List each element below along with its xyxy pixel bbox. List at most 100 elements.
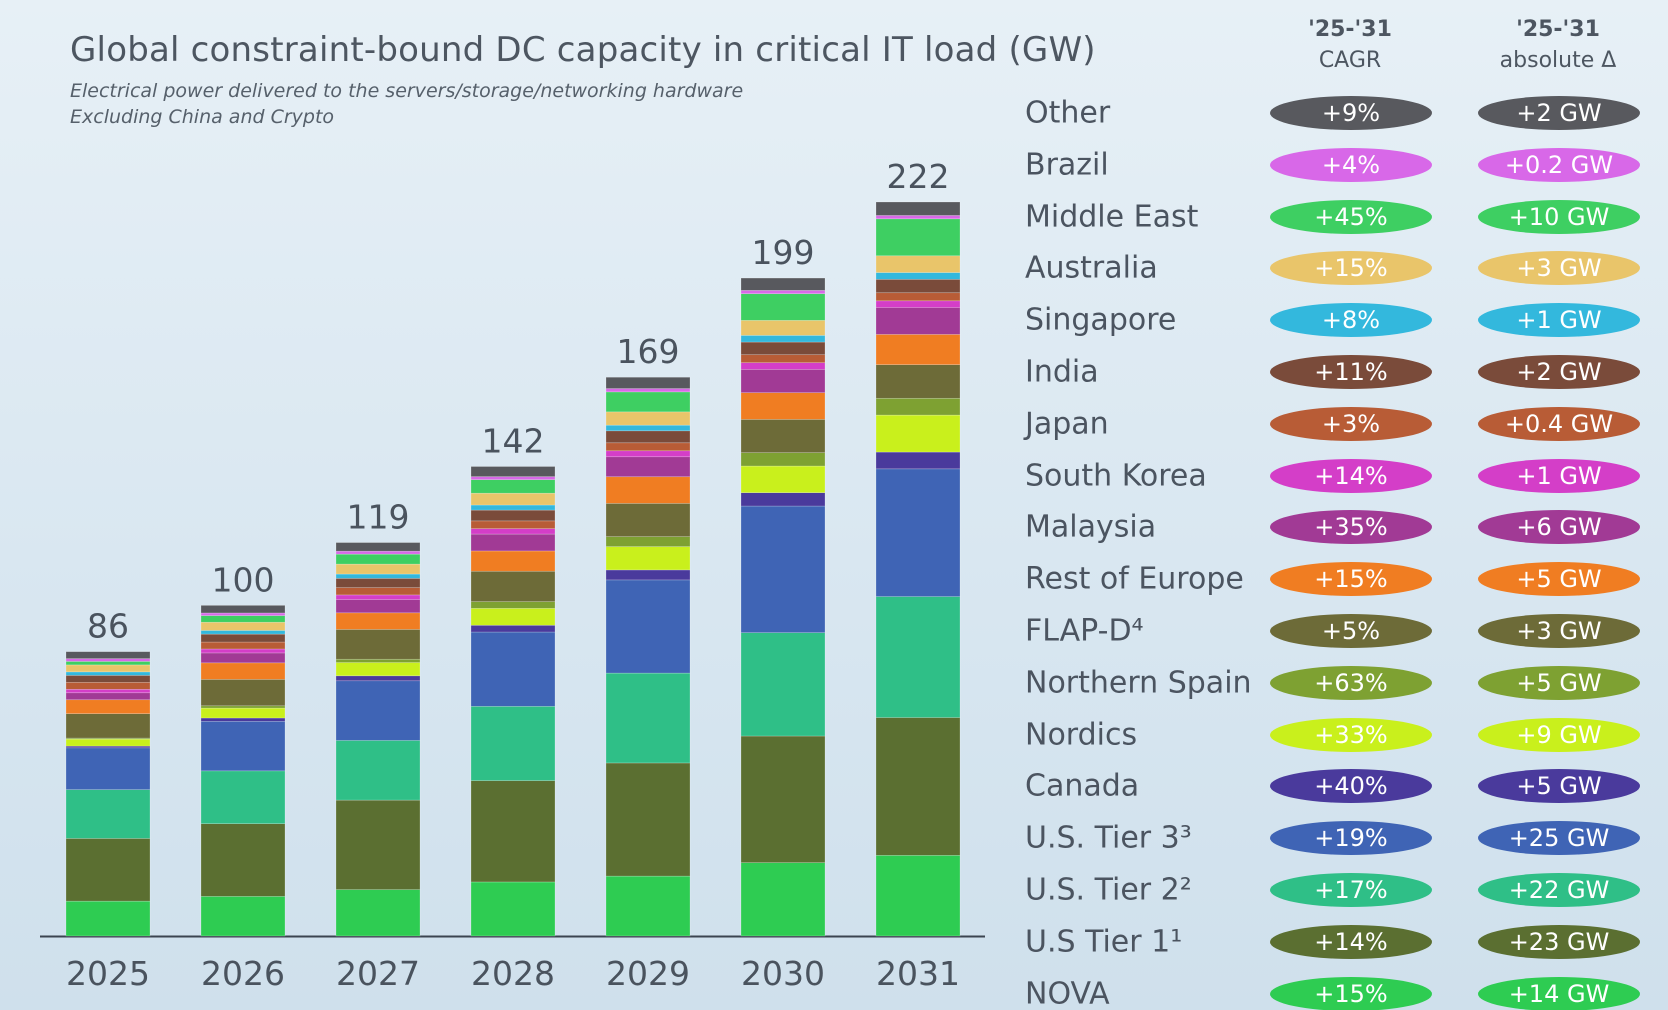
- bar-segment-2027-rest-of-europe: [335, 612, 421, 630]
- cagr-header-period: '25-'31: [1308, 17, 1392, 42]
- legend-label-middle-east: Middle East: [1025, 199, 1199, 235]
- bar-segment-2026-nordics: [200, 707, 286, 719]
- absolute-delta-badge-other: +2 GW: [1478, 96, 1640, 130]
- absolute-delta-badge-flap-d-: +3 GW: [1478, 614, 1640, 648]
- bar-segment-2026-middle-east: [200, 615, 286, 623]
- bar-segment-2025-australia: [65, 664, 151, 673]
- bar-segment-2027-u-s-tier-2-: [335, 740, 421, 801]
- bar-segment-2026-japan: [200, 641, 286, 650]
- bar-segment-2030-other: [740, 277, 826, 291]
- bar-segment-2031-canada: [875, 451, 961, 470]
- bar-segment-2026-brazil: [200, 612, 286, 616]
- legend-label-singapore: Singapore: [1025, 302, 1177, 338]
- bar-segment-2026-nova: [200, 896, 286, 937]
- absolute-delta-badge-brazil: +0.2 GW: [1478, 147, 1640, 182]
- bar-segment-2029-australia: [605, 411, 691, 426]
- bar-segment-2031-northern-spain: [875, 397, 961, 416]
- bar-segment-2027-japan: [335, 587, 421, 596]
- bar-segment-2029-middle-east: [605, 391, 691, 413]
- bar-segment-2026-south-korea: [200, 648, 286, 654]
- cagr-badge-rest-of-europe: +15%: [1270, 562, 1432, 597]
- bar-segment-2031-nordics: [875, 414, 961, 453]
- absolute-delta-badge-nova: +14 GW: [1478, 976, 1640, 1010]
- bar-segment-2028-india: [470, 509, 556, 522]
- absolute-delta-badge-nordics: +9 GW: [1478, 717, 1640, 752]
- bar-segment-2029-nova: [605, 875, 691, 937]
- bar-segment-2030-u-s-tier-1-: [740, 735, 826, 863]
- bar-segment-2031-malaysia: [875, 307, 961, 335]
- bar-segment-2027-other: [335, 542, 421, 552]
- cagr-column-header: '25-'31 CAGR: [1260, 14, 1440, 76]
- bar-segment-2026-india: [200, 633, 286, 643]
- bar-segment-2028-u-s-tier-1-: [470, 780, 556, 883]
- bar-segment-2028-nordics: [470, 608, 556, 626]
- x-tick-label-2028: 2028: [471, 954, 555, 993]
- bar-segment-2027-brazil: [335, 550, 421, 555]
- cagr-badge-middle-east: +45%: [1270, 199, 1432, 234]
- bar-segment-2031-singapore: [875, 272, 961, 280]
- bar-segment-2028-south-korea: [470, 528, 556, 535]
- bar-segment-2025-middle-east: [65, 661, 151, 666]
- chart-subtitle-line-2: Excluding China and Crypto: [70, 106, 335, 128]
- bar-segment-2027-malaysia: [335, 599, 421, 614]
- absolute-delta-badge-u-s-tier-2-: +22 GW: [1478, 873, 1640, 907]
- legend-label-south-korea: South Korea: [1025, 458, 1207, 494]
- absolute-delta-badge-malaysia: +6 GW: [1478, 510, 1640, 545]
- bar-total-label-2031: 222: [887, 157, 950, 196]
- absolute-delta-badge-india: +2 GW: [1478, 355, 1640, 389]
- bar-segment-2026-u-s-tier-1-: [200, 823, 286, 897]
- bar-segment-2028-australia: [470, 492, 556, 506]
- bar-segment-2030-india: [740, 341, 826, 356]
- bar-total-label-2026: 100: [212, 560, 275, 599]
- bar-segment-2025-flap-d-: [65, 713, 151, 739]
- bar-segment-2029-singapore: [605, 424, 691, 432]
- bar-segment-2030-south-korea: [740, 362, 826, 370]
- bar-segment-2028-northern-spain: [470, 601, 556, 609]
- x-tick-label-2031: 2031: [876, 954, 960, 993]
- bar-segment-2025-japan: [65, 682, 151, 690]
- legend-label-u-s-tier-1-: U.S Tier 1¹: [1025, 924, 1183, 960]
- legend-label-nordics: Nordics: [1025, 717, 1138, 753]
- bar-segment-2030-japan: [740, 354, 826, 364]
- absolute-delta-badge-u-s-tier-1-: +23 GW: [1478, 924, 1640, 959]
- bar-segment-2028-u-s-tier-3-: [470, 631, 556, 707]
- bar-segment-2026-northern-spain: [200, 705, 286, 709]
- bar-segment-2026-malaysia: [200, 652, 286, 664]
- bar-segment-2028-flap-d-: [470, 570, 556, 602]
- cagr-badge-australia: +15%: [1270, 251, 1432, 286]
- bar-segment-2025-nordics: [65, 738, 151, 747]
- bar-segment-2029-india: [605, 430, 691, 444]
- bar-segment-2025-rest-of-europe: [65, 699, 151, 714]
- cagr-badge-japan: +3%: [1270, 406, 1432, 441]
- chart-subtitle-line-1: Electrical power delivered to the server…: [70, 80, 744, 102]
- legend-label-other: Other: [1025, 95, 1111, 131]
- bar-segment-2031-australia: [875, 255, 961, 273]
- bar-segment-2031-japan: [875, 292, 961, 302]
- bar-segment-2031-rest-of-europe: [875, 334, 961, 365]
- bar-segment-2031-nova: [875, 855, 961, 937]
- chart-title: Global constraint-bound DC capacity in c…: [70, 30, 1096, 70]
- legend-label-australia: Australia: [1025, 250, 1158, 286]
- bar-segment-2030-u-s-tier-2-: [740, 632, 826, 737]
- bar-segment-2027-australia: [335, 563, 421, 575]
- bar-segment-2028-japan: [470, 520, 556, 529]
- bar-segment-2029-brazil: [605, 388, 691, 393]
- legend-label-flap-d-: FLAP-D⁴: [1025, 613, 1144, 649]
- bar-total-label-2027: 119: [347, 498, 410, 537]
- absolute-delta-badge-middle-east: +10 GW: [1478, 199, 1640, 234]
- cagr-badge-singapore: +8%: [1270, 303, 1432, 338]
- legend-label-malaysia: Malaysia: [1025, 509, 1157, 545]
- absolute-delta-badge-canada: +5 GW: [1478, 769, 1640, 804]
- bar-segment-2026-singapore: [200, 630, 286, 635]
- bar-segment-2031-middle-east: [875, 218, 961, 257]
- bar-segment-2029-malaysia: [605, 456, 691, 478]
- bar-segment-2026-australia: [200, 621, 286, 631]
- bar-segment-2030-middle-east: [740, 293, 826, 321]
- cagr-badge-brazil: +4%: [1270, 147, 1432, 182]
- bar-total-label-2025: 86: [87, 607, 129, 646]
- bar-segment-2029-u-s-tier-3-: [605, 579, 691, 674]
- bar-segment-2026-other: [200, 605, 286, 614]
- bar-segment-2031-flap-d-: [875, 364, 961, 399]
- bar-total-label-2029: 169: [617, 332, 680, 371]
